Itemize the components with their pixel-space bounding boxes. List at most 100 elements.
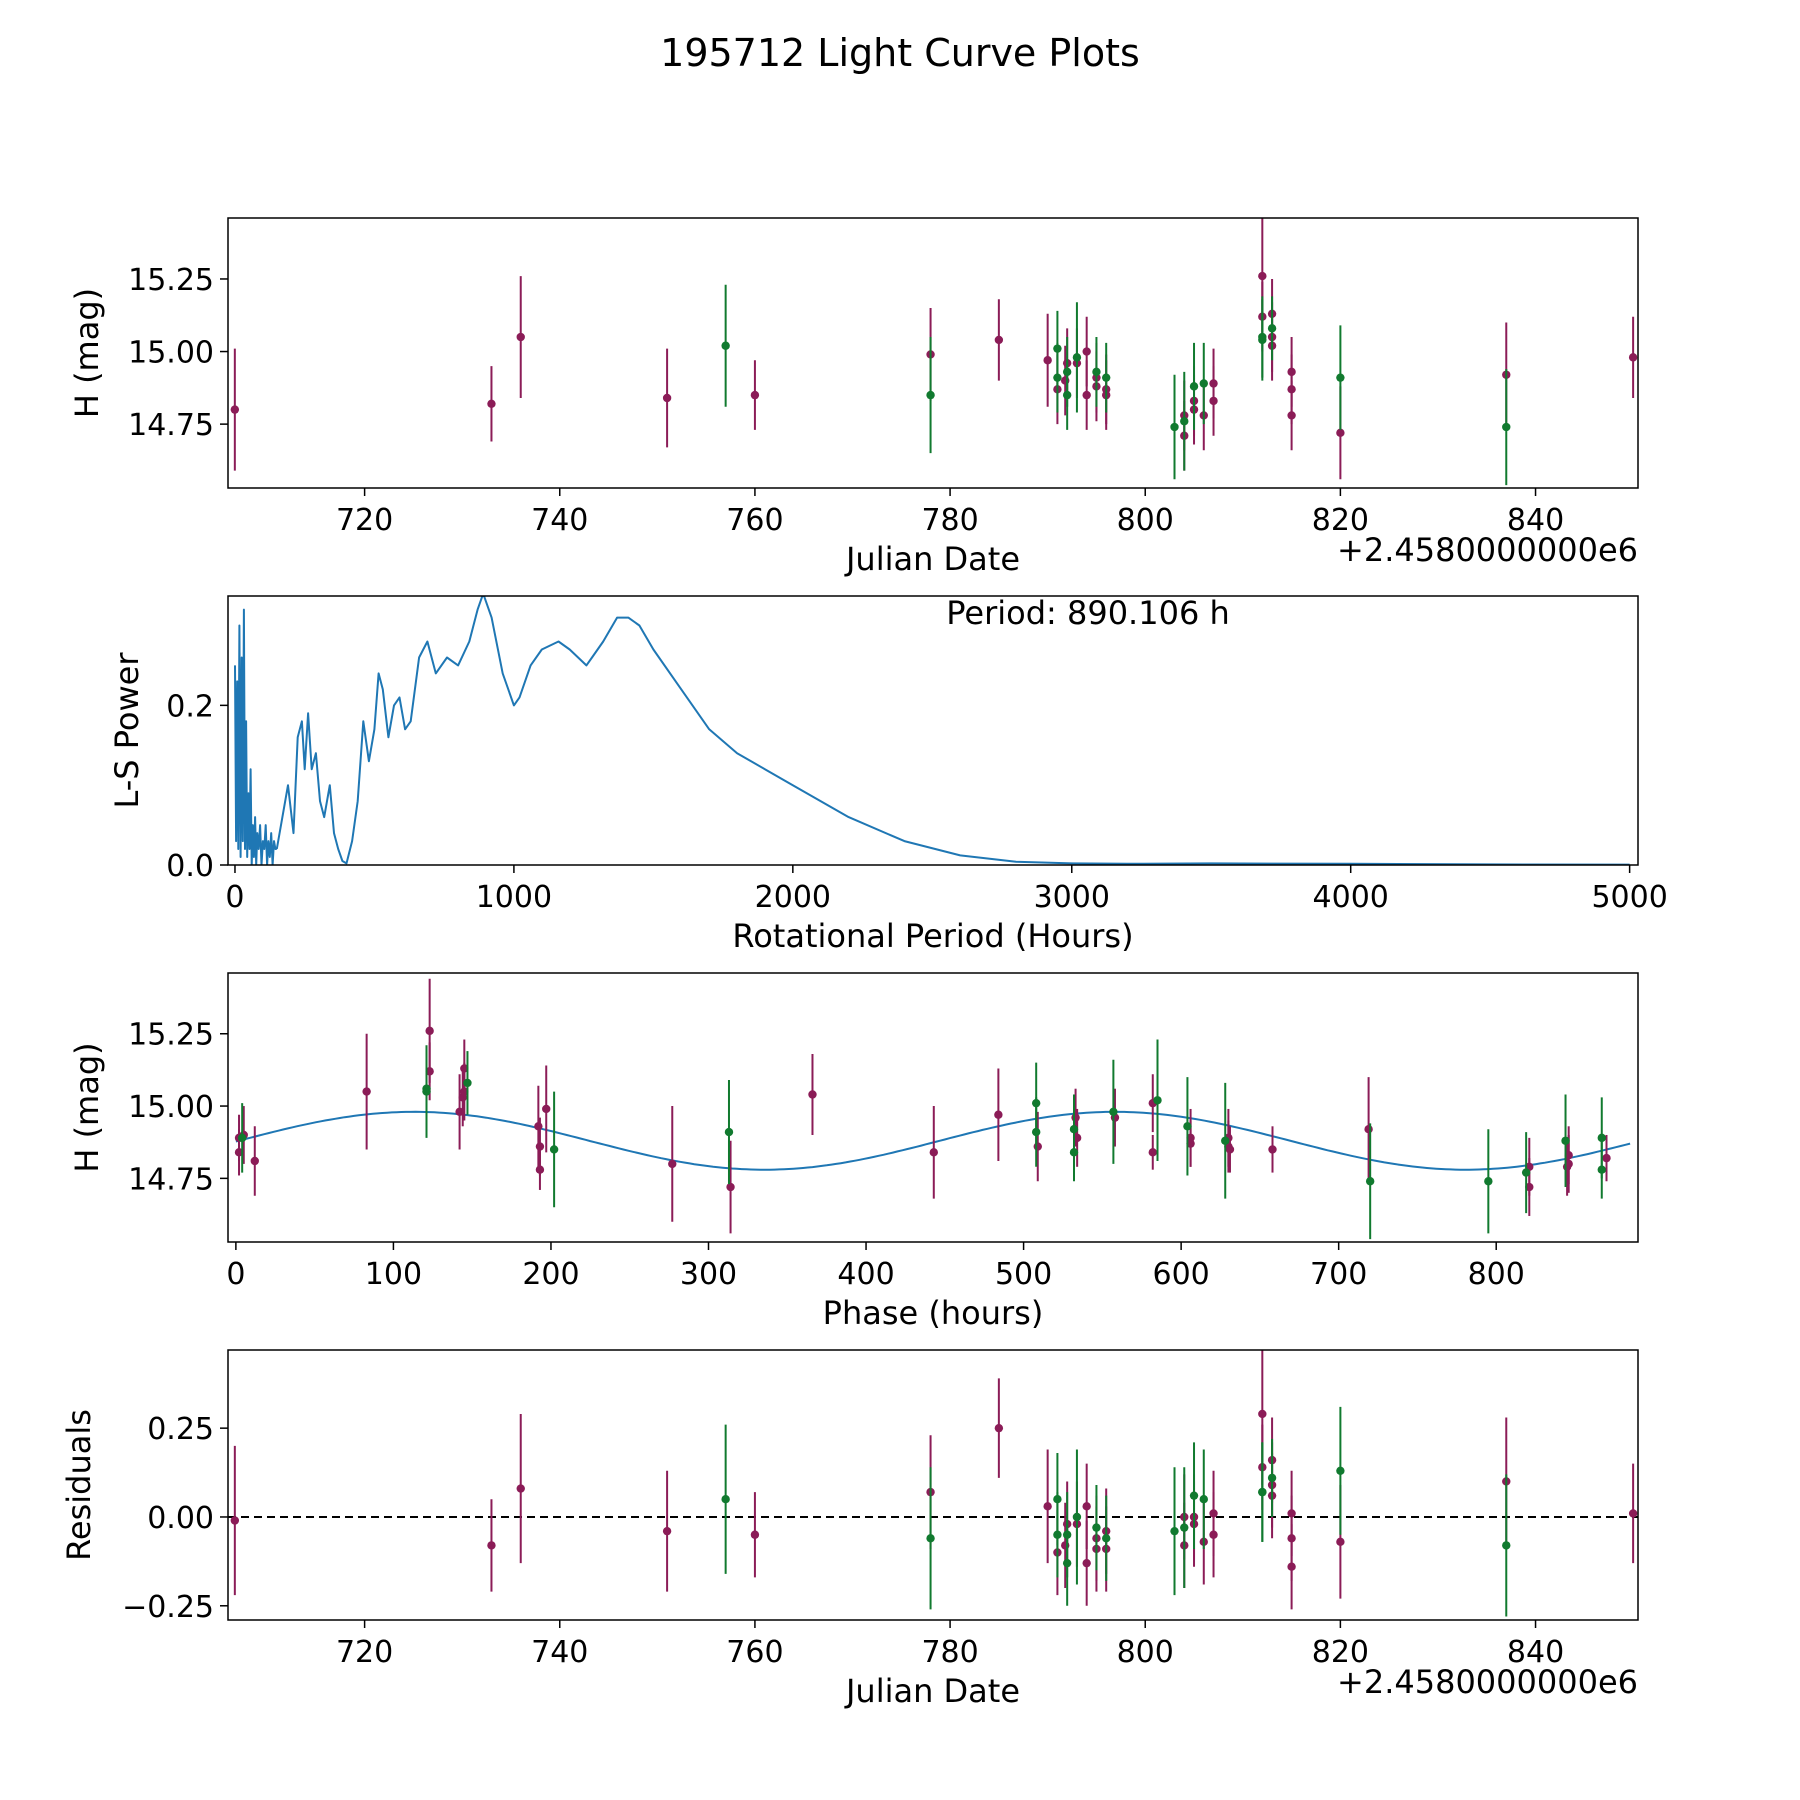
x-tick-label: 0: [225, 880, 244, 915]
y-tick-label: 0.00: [147, 1501, 214, 1536]
purple-residuals-point: [662, 1526, 672, 1536]
x-tick-label: 200: [522, 1257, 579, 1292]
y-tick-label: 0.25: [147, 1412, 214, 1447]
purple-observations-point: [1082, 390, 1091, 400]
power-line-1: [275, 596, 1630, 865]
purple-observations-point: [1072, 1133, 1082, 1143]
green-residuals-point: [1199, 1495, 1208, 1504]
green-observations-point: [1561, 1136, 1570, 1145]
light-curve-frame: [227, 217, 1639, 489]
green-observations-point: [1180, 417, 1189, 426]
purple-observations-point: [425, 1067, 434, 1076]
x-tick-label: 3000: [1034, 880, 1110, 915]
y-tick-label: 15.00: [128, 336, 214, 371]
x-axis-label: Julian Date: [844, 1672, 1020, 1710]
purple-residuals-point: [487, 1541, 496, 1550]
purple-residuals-point: [1628, 1509, 1638, 1518]
y-tick-label: 14.75: [128, 408, 214, 443]
x-tick-label: 720: [336, 1635, 393, 1670]
purple-observations-point: [1628, 353, 1638, 362]
x-tick-label: 800: [1117, 1635, 1174, 1670]
x-tick-label: 2000: [755, 880, 831, 915]
x-tick-label: 780: [921, 1635, 978, 1670]
green-observations-point: [1062, 367, 1072, 377]
y-tick-label: 15.00: [128, 1090, 214, 1125]
purple-observations-point: [1564, 1151, 1573, 1160]
periodogram-frame: [227, 595, 1639, 866]
x-tick-label: 740: [531, 503, 588, 538]
x-axis-label: Julian Date: [844, 540, 1020, 578]
green-observations-point: [1365, 1177, 1375, 1186]
x-axis-offset-label: +2.4580000000e6: [1337, 531, 1638, 569]
green-residuals-point: [1180, 1523, 1189, 1532]
green-observations-point: [1221, 1136, 1230, 1145]
x-tick-label: 800: [1468, 1257, 1525, 1292]
x-tick-label: 760: [726, 503, 783, 538]
green-residuals-point: [1170, 1526, 1179, 1536]
x-tick-label: 840: [1507, 1635, 1564, 1670]
purple-observations-point: [455, 1107, 464, 1117]
green-observations-point: [1170, 422, 1179, 432]
x-tick-label: 780: [921, 503, 978, 538]
purple-residuals-point: [1258, 1409, 1267, 1419]
purple-observations-point: [750, 390, 760, 400]
green-observations-point: [422, 1084, 431, 1093]
purple-observations-point: [534, 1122, 543, 1131]
residuals-panel: 720 740 760 780 800 820 840 −0.25 0.00 0.25 Julian…: [60, 1349, 1639, 1710]
x-tick-label: 800: [1117, 503, 1174, 538]
y-tick-label: 15.25: [128, 263, 214, 298]
purple-observations-point: [487, 399, 496, 409]
x-tick-label: 600: [1152, 1257, 1209, 1292]
purple-observations-point: [1258, 271, 1267, 281]
y-tick-label: 15.25: [128, 1018, 214, 1053]
green-observations-point: [1258, 335, 1267, 345]
purple-residuals-point: [1082, 1502, 1091, 1511]
green-observations-point: [926, 390, 935, 400]
x-tick-label: 720: [336, 503, 393, 538]
purple-residuals-point: [1336, 1537, 1345, 1547]
green-residuals-point: [1336, 1466, 1345, 1475]
phase-folded-panel: 0 100 200 300 400 500 600 700 800 14.75 15.00 15.25…: [68, 972, 1639, 1332]
purple-residuals-point: [750, 1530, 760, 1539]
green-observations-point: [1597, 1133, 1606, 1143]
green-observations-point: [1072, 353, 1082, 362]
purple-residuals-point: [230, 1516, 240, 1525]
purple-observations-point: [1082, 347, 1091, 356]
green-observations-point: [1153, 1096, 1162, 1105]
phase-folded-frame: [227, 972, 1639, 1243]
purple-observations-point: [994, 1110, 1003, 1119]
purple-observations-point: [1225, 1145, 1235, 1154]
residuals-frame: [227, 1349, 1639, 1621]
purple-residuals-point: [516, 1484, 525, 1493]
x-tick-label: 5000: [1591, 880, 1667, 915]
green-observations-point: [1502, 422, 1511, 432]
x-tick-label: 0: [226, 1257, 245, 1292]
purple-observations-point: [1525, 1182, 1534, 1192]
purple-observations-point: [726, 1182, 735, 1192]
green-residuals-point: [721, 1495, 730, 1504]
green-observations-point: [1069, 1148, 1079, 1157]
green-observations-point: [237, 1133, 247, 1143]
x-tick-label: 740: [531, 1635, 588, 1670]
periodogram-panel: 0 1000 2000 3000 4000 5000 0.0 0.2 Rotational Pe…: [108, 594, 1668, 955]
green-residuals-point: [1062, 1530, 1072, 1539]
purple-residuals-point: [1043, 1502, 1052, 1511]
green-residuals-point: [1092, 1523, 1101, 1532]
purple-residuals-point: [1209, 1530, 1218, 1539]
purple-observations-point: [1364, 1124, 1373, 1134]
green-observations-point: [1521, 1168, 1531, 1177]
purple-observations-point: [1071, 1113, 1080, 1122]
green-residuals-point: [926, 1534, 935, 1543]
green-observations-point: [1267, 324, 1277, 333]
x-tick-label: 1000: [476, 880, 552, 915]
green-observations-point: [1183, 1122, 1192, 1131]
light-curve-plot-area: [230, 218, 1638, 486]
green-residuals-point: [1267, 1473, 1277, 1483]
purple-residuals-point: [994, 1423, 1004, 1433]
green-observations-point: [1102, 373, 1111, 382]
y-tick-label: 0.0: [166, 849, 214, 884]
periodogram-plot-area: [234, 596, 1630, 865]
x-tick-label: 400: [837, 1257, 894, 1292]
purple-observations-point: [994, 335, 1004, 345]
